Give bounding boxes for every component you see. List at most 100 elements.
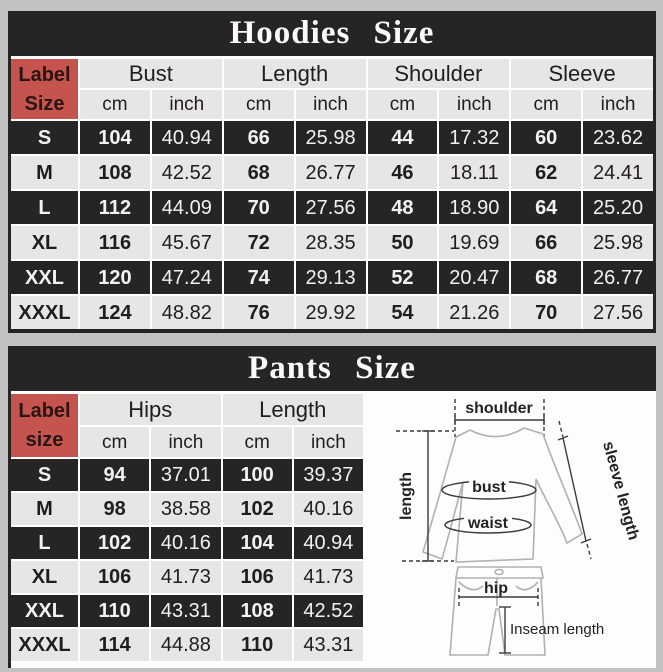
value-cell: 62 <box>511 156 582 189</box>
shirt-outline <box>422 433 583 563</box>
value-cell: 52 <box>367 261 438 294</box>
value-cell: 42.52 <box>151 156 222 189</box>
value-cell: 116 <box>80 226 150 259</box>
value-cell: 68 <box>511 261 582 294</box>
value-cell: 42.52 <box>293 595 363 627</box>
waist-label: waist <box>467 515 509 532</box>
measurement-diagram-svg: shoulder length bust waist <box>396 399 642 656</box>
tick <box>580 538 592 544</box>
value-cell: 37.01 <box>151 459 221 491</box>
pants-title: Pants Size <box>248 350 416 386</box>
pants-table: Label size Hips Length cm inch cm inch S… <box>11 391 363 668</box>
size-label-cell: XXL <box>11 595 78 627</box>
value-cell: 100 <box>222 459 292 491</box>
size-label-cell: XXXL <box>11 296 78 329</box>
value-cell: 102 <box>222 493 292 525</box>
value-cell: 104 <box>222 527 292 559</box>
value-cell: 18.11 <box>439 156 510 189</box>
value-cell: 60 <box>511 121 582 154</box>
value-cell: 41.73 <box>293 561 363 593</box>
value-cell: 27.56 <box>295 191 366 224</box>
value-cell: 28.35 <box>295 226 366 259</box>
value-cell: 70 <box>223 191 294 224</box>
label-size-header-cell: Label size <box>11 394 78 457</box>
label-header-line1: Label <box>18 400 71 422</box>
bust-label: bust <box>472 479 506 496</box>
value-cell: 76 <box>223 296 294 329</box>
unit-header: cm <box>367 90 438 119</box>
value-cell: 110 <box>222 629 292 661</box>
column-group-header: Bust <box>80 59 222 88</box>
unit-header: inch <box>151 427 221 457</box>
label-header-line2: size <box>25 429 64 451</box>
unit-header: cm <box>80 90 150 119</box>
value-cell: 41.73 <box>151 561 221 593</box>
value-cell: 45.67 <box>151 226 222 259</box>
size-label-cell: XL <box>11 226 78 259</box>
value-cell: 19.69 <box>439 226 510 259</box>
value-cell: 43.31 <box>293 629 363 661</box>
hoodies-table: Label Size Bust Length Shoulder Sleeve c… <box>11 56 653 329</box>
value-cell: 44.09 <box>151 191 222 224</box>
unit-header: cm <box>80 427 150 457</box>
value-cell: 124 <box>80 296 150 329</box>
value-cell: 120 <box>80 261 150 294</box>
value-cell: 20.47 <box>439 261 510 294</box>
value-cell: 43.31 <box>151 595 221 627</box>
value-cell: 108 <box>80 156 150 189</box>
value-cell: 40.16 <box>293 493 363 525</box>
hoodies-title: Hoodies Size <box>229 15 435 51</box>
shorts-pocket-right <box>515 581 539 591</box>
sleeve-guide-bottom <box>586 543 592 560</box>
value-cell: 98 <box>80 493 150 525</box>
value-cell: 70 <box>511 296 582 329</box>
value-cell: 108 <box>222 595 292 627</box>
value-cell: 104 <box>80 121 150 154</box>
value-cell: 25.20 <box>583 191 653 224</box>
value-cell: 18.90 <box>439 191 510 224</box>
value-cell: 26.77 <box>583 261 653 294</box>
hip-label: hip <box>484 580 508 597</box>
value-cell: 72 <box>223 226 294 259</box>
hoodies-panel: Hoodies Size Label Size Bust Length Shou… <box>8 11 656 333</box>
value-cell: 68 <box>223 156 294 189</box>
value-cell: 66 <box>223 121 294 154</box>
value-cell: 21.26 <box>439 296 510 329</box>
value-cell: 29.13 <box>295 261 366 294</box>
column-group-header: Length <box>222 394 363 425</box>
value-cell: 102 <box>80 527 150 559</box>
value-cell: 54 <box>367 296 438 329</box>
size-label-cell: XL <box>11 561 78 593</box>
size-label-cell: S <box>11 459 78 491</box>
pants-panel: Pants Size Label size Hips Length cm inc… <box>8 346 656 668</box>
value-cell: 40.94 <box>151 121 222 154</box>
value-cell: 48.82 <box>151 296 222 329</box>
value-cell: 38.58 <box>151 493 221 525</box>
unit-header: inch <box>439 90 510 119</box>
sleeve-guide-top <box>558 420 564 438</box>
value-cell: 64 <box>511 191 582 224</box>
size-label-cell: L <box>11 527 78 559</box>
value-cell: 44.88 <box>151 629 221 661</box>
size-label-cell: S <box>11 121 78 154</box>
value-cell: 106 <box>80 561 150 593</box>
shorts-outline <box>449 577 546 656</box>
unit-header: inch <box>151 90 222 119</box>
value-cell: 47.24 <box>151 261 222 294</box>
inseam-length-label: Inseam length <box>510 621 604 638</box>
unit-header: cm <box>511 90 582 119</box>
measurement-diagram: shoulder length bust waist <box>363 391 656 668</box>
value-cell: 66 <box>511 226 582 259</box>
pants-body: Label size Hips Length cm inch cm inch S… <box>11 391 656 668</box>
value-cell: 25.98 <box>295 121 366 154</box>
unit-header: inch <box>293 427 363 457</box>
column-group-header: Length <box>223 59 366 88</box>
length-label: length <box>398 472 415 520</box>
value-cell: 74 <box>223 261 294 294</box>
value-cell: 24.41 <box>583 156 653 189</box>
value-cell: 29.92 <box>295 296 366 329</box>
size-label-cell: XXXL <box>11 629 78 661</box>
value-cell: 40.94 <box>293 527 363 559</box>
shirt-outline <box>455 427 544 438</box>
unit-header: inch <box>583 90 653 119</box>
